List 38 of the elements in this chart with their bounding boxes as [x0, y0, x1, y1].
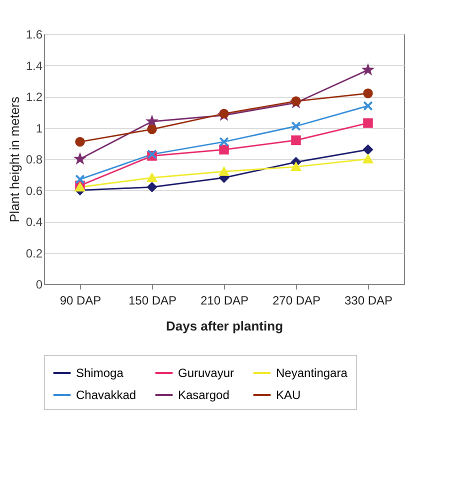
point: [291, 135, 301, 146]
x-tick-label: 150 DAP: [128, 294, 177, 308]
y-tick-label: 1.6: [26, 28, 43, 42]
legend-label: Guruvayur: [178, 366, 234, 380]
legend-label: Chavakkad: [76, 388, 136, 402]
y-tick-label: 0.4: [26, 215, 43, 229]
x-tick-label: 90 DAP: [60, 294, 102, 308]
legend-label: KAU: [276, 388, 301, 402]
point: [363, 88, 373, 98]
point: [147, 182, 157, 192]
y-tick-label: 0.8: [26, 152, 43, 166]
point: [147, 173, 157, 182]
y-tick-label: 1.2: [26, 90, 43, 104]
point: [219, 167, 229, 176]
point: [219, 144, 229, 154]
legend-label: Kasargod: [178, 388, 230, 402]
y-axis-title: Plant height in meters: [6, 96, 22, 222]
y-tick-label: 1.4: [26, 58, 43, 73]
point: [75, 174, 85, 184]
legend-label: Shimoga: [76, 366, 124, 380]
y-tick-label: 0: [36, 278, 43, 292]
x-tick-label: 270 DAP: [272, 294, 321, 308]
point: [291, 121, 301, 132]
point: [147, 124, 157, 134]
y-tick-label: 0.6: [26, 184, 43, 198]
point: [291, 162, 301, 172]
y-tick-label: 0.2: [26, 246, 43, 260]
point: [219, 136, 229, 147]
x-axis-title: Days after planting: [166, 318, 284, 334]
legend-label: Neyantingara: [276, 366, 348, 380]
point: [75, 136, 85, 147]
x-tick-label: 210 DAP: [200, 294, 249, 308]
x-tick-label: 330 DAP: [344, 294, 393, 308]
point: [363, 118, 373, 128]
y-tick-label: 1: [36, 121, 43, 136]
point: [363, 154, 373, 164]
point: [363, 101, 373, 111]
point: [363, 144, 373, 154]
